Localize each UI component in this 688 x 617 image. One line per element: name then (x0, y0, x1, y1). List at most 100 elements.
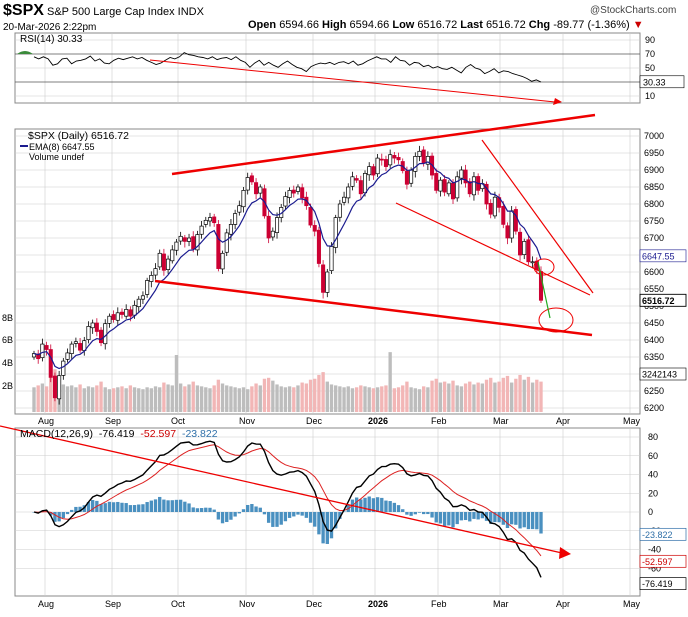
candle-body (157, 252, 162, 268)
macd-histogram-bar (422, 512, 426, 515)
volume-bar (40, 383, 45, 412)
rsi-current-label: 30.33 (643, 77, 666, 87)
candle-body (220, 252, 225, 270)
candle-body (459, 169, 464, 179)
candle-body (237, 205, 242, 213)
candle-body (354, 178, 359, 181)
macd-month-label: May (623, 599, 641, 609)
candle-body (178, 235, 183, 242)
candle-body (249, 175, 254, 183)
price-tick-label: 6800 (644, 199, 664, 209)
down-triangle-icon: ▼ (632, 19, 644, 31)
macd-histogram-bar (128, 505, 133, 512)
highlight-circle-upper (533, 258, 555, 276)
macd-histogram-bar (396, 505, 401, 512)
volume-bar (78, 384, 82, 412)
macd-histogram-bar (401, 509, 405, 512)
volume-bar (518, 374, 522, 412)
candle-body (94, 322, 99, 332)
candle-body (484, 183, 489, 205)
volume-bar (317, 374, 321, 412)
volume-legend: Volume undef (29, 152, 85, 162)
volume-bar (103, 387, 107, 412)
candle-body (124, 309, 129, 317)
volume-bar (375, 387, 380, 412)
rsi-trendline (149, 59, 556, 103)
macd-histogram-bar (313, 512, 317, 527)
signal-value: -52.597 (140, 428, 176, 440)
volume-bar (287, 386, 292, 412)
volume-bar (363, 386, 367, 412)
price-month-label: Feb (431, 416, 447, 426)
volume-bar (178, 383, 183, 412)
volume-bar (426, 387, 430, 412)
candle-body (417, 150, 422, 157)
candle-body (228, 224, 233, 235)
candle-body (463, 169, 468, 184)
macd-histogram-bar (137, 504, 141, 512)
volume-bar (124, 388, 128, 412)
candle-body (207, 217, 213, 222)
candle-body (438, 179, 443, 192)
macd-value-box (639, 577, 687, 590)
macd-tick-label: -60 (648, 563, 661, 573)
macd-value-label: -76.419 (642, 579, 673, 589)
price-month-label: 2026 (368, 416, 388, 426)
volume-bar (325, 381, 329, 412)
candle-body (216, 224, 221, 269)
macd-histogram-bar (162, 499, 166, 512)
macd-signal-box (639, 554, 687, 568)
candle-body (342, 196, 347, 203)
macd-histogram-bar (367, 496, 371, 512)
volume-bar (413, 388, 417, 412)
rsi-tick-label: 50 (645, 63, 655, 73)
volume-bar (216, 379, 221, 412)
candle-body (191, 236, 196, 250)
macd-histogram-bar (199, 508, 204, 512)
volume-bar (166, 384, 170, 412)
candle-body (492, 196, 497, 217)
candle-body (44, 345, 49, 350)
macd-histogram-bar (459, 512, 464, 521)
rsi-tick-label: 10 (645, 91, 655, 101)
macd-histogram-bar (380, 497, 384, 512)
macd-hist-box (639, 527, 687, 541)
volume-bar (208, 388, 212, 412)
candle-body (442, 179, 447, 193)
volume-bar (438, 382, 443, 412)
macd-histogram-bar (220, 512, 225, 524)
watermark: @StockCharts.com (590, 5, 677, 16)
volume-bar (396, 387, 401, 412)
macd-month-label: Oct (171, 599, 186, 609)
candle-body (421, 149, 426, 164)
candle-body (212, 216, 217, 224)
price-tick-label: 6400 (644, 335, 664, 345)
macd-histogram-bar (426, 512, 430, 515)
volume-bar (380, 386, 384, 412)
candle-body (86, 326, 91, 341)
volume-bar (70, 385, 74, 412)
macd-histogram-bar (375, 497, 380, 512)
macd-series (32, 440, 543, 578)
macd-histogram-bar (279, 512, 283, 525)
price-tick-label: 6200 (644, 403, 664, 413)
macd-histogram-bar (455, 512, 459, 525)
volume-bar (36, 385, 40, 412)
macd-histogram-bar (292, 512, 296, 517)
candle-body (312, 225, 317, 232)
candle-body (304, 196, 309, 207)
candle-body (501, 206, 506, 225)
volume-bar (338, 386, 342, 412)
rsi-line (33, 52, 542, 83)
macd-histogram-bar (262, 512, 267, 515)
volume-bar (497, 381, 501, 412)
candle-body (505, 225, 510, 239)
macd-histogram-bar (451, 512, 455, 528)
volume-bar (392, 388, 397, 412)
volume-bar (191, 381, 195, 412)
candle-body (530, 261, 535, 264)
candle-body (316, 229, 321, 264)
low-value: 6516.72 (417, 19, 458, 31)
macd-histogram-bar (241, 509, 246, 512)
macd-histogram-bar (514, 512, 518, 525)
